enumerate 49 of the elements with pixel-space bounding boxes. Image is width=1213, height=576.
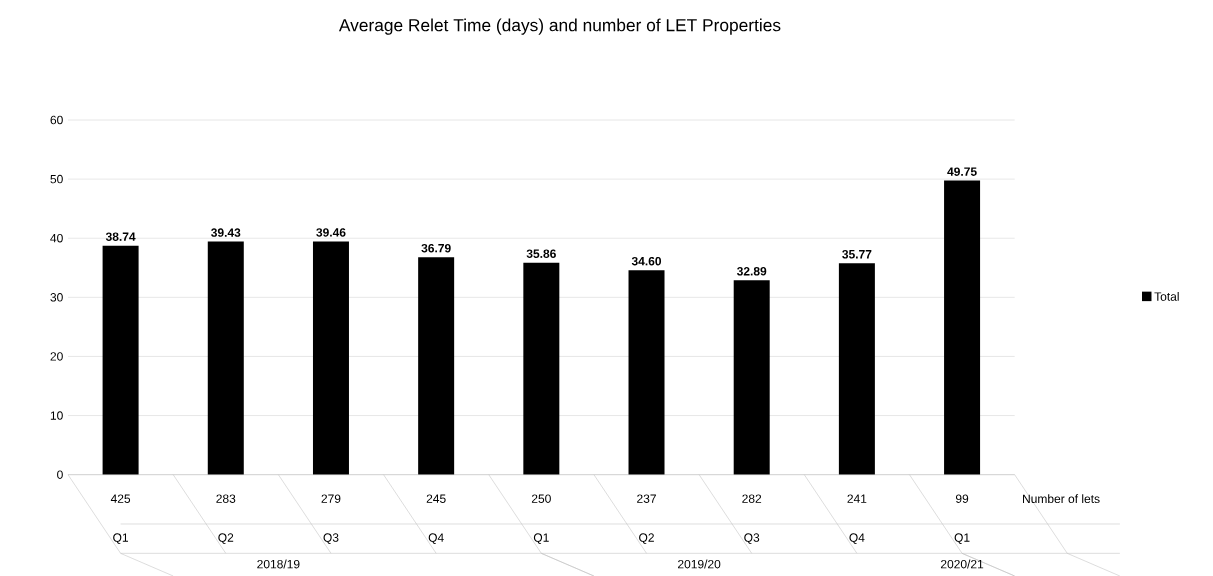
chart-title: Average Relet Time (days) and number of LET Properties [338, 18, 781, 35]
legend-label: Total [1154, 291, 1179, 301]
data-label: 32.89 [736, 267, 767, 276]
y-tick-label: 20 [50, 352, 63, 361]
text: 282 [742, 494, 762, 503]
text: 2019/20 [678, 559, 721, 569]
y-tick-label: 0 [57, 470, 63, 479]
data-label: 39.46 [316, 228, 346, 237]
bar [733, 280, 770, 475]
x-tick-label: Q2 [639, 533, 654, 544]
text: 279 [321, 494, 341, 503]
y-tick-label: 10 [50, 411, 63, 420]
data-label: 36.79 [421, 243, 451, 253]
x-tick-label: Q4 [849, 533, 865, 544]
data-label: 39.43 [211, 228, 241, 237]
text: 237 [637, 494, 656, 503]
x-tick-label: Q4 [428, 533, 444, 544]
bar [102, 245, 139, 475]
text: Number of lets [1023, 494, 1100, 504]
y-tick-label: 50 [50, 174, 63, 184]
x-tick-label: Q1 [954, 533, 970, 544]
text: 283 [216, 494, 236, 503]
bar [523, 262, 560, 475]
data-label: 34.60 [631, 256, 662, 266]
x-tick-label: Q3 [744, 533, 760, 544]
data-label: 38.74 [105, 232, 136, 241]
text: 425 [110, 494, 131, 503]
data-label: 35.86 [526, 249, 556, 258]
data-label: 49.75 [947, 167, 977, 176]
x-tick-label: Q1 [533, 533, 549, 544]
bar [838, 263, 875, 475]
text: 250 [531, 494, 551, 503]
bar [207, 241, 244, 475]
data-label: 35.77 [842, 250, 872, 259]
text: 241 [847, 494, 867, 503]
text: 245 [426, 494, 446, 503]
y-tick-label: 40 [50, 233, 63, 243]
text: 2018/19 [257, 559, 300, 569]
x-tick-label: Q1 [113, 533, 129, 544]
text: 2020/21 [940, 559, 984, 569]
x-tick-label: Q3 [323, 533, 339, 544]
bar [944, 180, 981, 475]
x-tick-label: Q2 [218, 533, 234, 544]
text: 99 [955, 494, 969, 503]
y-tick-label: 30 [50, 293, 63, 302]
bar [628, 270, 665, 475]
y-tick-label: 60 [50, 115, 63, 125]
bar [418, 257, 455, 475]
bar [312, 241, 349, 475]
